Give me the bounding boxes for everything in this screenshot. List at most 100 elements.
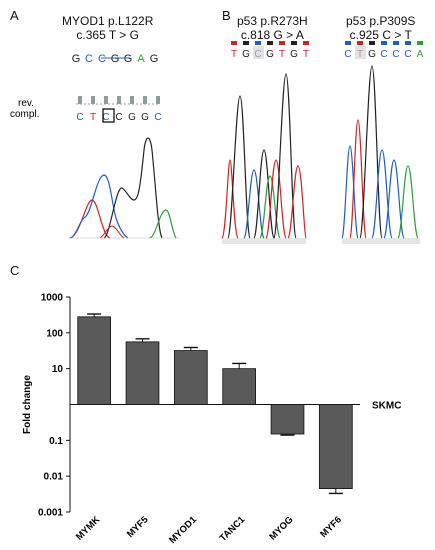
panel-a-seq-base-1: C: [85, 53, 93, 65]
panel-a-seq-base-5: A: [137, 53, 145, 65]
panel-b-right-base-quality-4: [393, 41, 399, 45]
trace-green-1: [149, 209, 177, 239]
y-tick-label-5: 0.001: [38, 508, 63, 519]
panel-b-left-base-quality-1: [243, 41, 249, 45]
b-right-blue-2: [371, 149, 393, 239]
bar-myod1: [173, 350, 208, 405]
panel-a-quality-bar-6: [156, 96, 160, 104]
panel-a-seq-base-2: C: [98, 53, 106, 65]
panel-b-right-trace-floor: [342, 238, 420, 244]
y-axis-label: Fold change: [22, 375, 33, 434]
panel-b-left-bases: TGCGTGT: [231, 49, 309, 60]
y-tick-label-0: 1000: [41, 293, 64, 304]
panel-letter-c: C: [10, 263, 20, 278]
x-label-myog: MYOG: [267, 514, 295, 542]
trace-black-1: [103, 137, 163, 239]
panel-b-left-base-5: G: [290, 49, 298, 60]
panel-b-right-base-quality-5: [405, 41, 411, 45]
bar-chart: 1000 100 10 0.1 0.01 0.001 SKMC Fold change MYM…: [22, 293, 401, 547]
panel-b-right-base-5: C: [404, 49, 411, 60]
panel-b-right-base-3: C: [380, 49, 387, 60]
panel-a-trace-base-2: C: [102, 112, 109, 123]
panel-a-seq-base-3: G: [111, 53, 120, 65]
bar-myog: [270, 404, 305, 435]
bar-mymk: [77, 316, 111, 405]
panel-b-right-base-quality-0: [345, 41, 351, 45]
panel-a-rev-label-1: rev.: [18, 98, 34, 109]
panel-b-right-title-line1: p53 p.P309S: [346, 14, 416, 28]
panel-b-left-base-quality-5: [291, 41, 297, 45]
panel-b-left-base-1: G: [242, 49, 250, 60]
panel-a-seq-base-0: G: [72, 53, 81, 65]
panel-a-quality-bar-5: [143, 96, 147, 104]
y-tick-label-4: 0.01: [44, 472, 64, 483]
panel-b-left-base-quality-2: [255, 41, 261, 45]
panel-b-left-title-line1: p53 p.R273H: [237, 14, 308, 28]
panel-b-right-title-line2: c.925 C > T: [349, 28, 412, 42]
panel-a-rev-label-2: compl.: [10, 109, 39, 120]
panel-b-right-highlight: [355, 46, 366, 59]
panel-b-right-base-quality-2: [369, 41, 375, 45]
panel-a-title-line1: MYOD1 p.L122R: [62, 14, 154, 28]
b-left-black-2: [253, 149, 275, 239]
panel-b-left-base-quality-0: [231, 41, 237, 45]
panel-b-left-base-quality-6: [303, 41, 309, 45]
panel-b-right-base-6: A: [417, 49, 424, 60]
y-tick-label-2: 10: [52, 364, 64, 375]
panel-b-left-base-quality-4: [279, 41, 285, 45]
x-label-tanc1: TANC1: [218, 514, 248, 544]
panel-b-left-title: p53 p.R273H c.818 G > A: [237, 14, 308, 42]
b-left-green-1: [259, 175, 281, 239]
chart-y-axis: 1000 100 10 0.1 0.01 0.001 SKMC Fold change: [22, 293, 401, 519]
panel-a-title-line2: c.365 T > G: [76, 28, 139, 42]
bar-tanc1: [222, 368, 257, 405]
panel-b-left-base-0: T: [231, 49, 237, 60]
panel-a-trace-base-6: C: [154, 112, 161, 123]
b-right-red-1: [349, 119, 367, 239]
panel-letter-a: A: [10, 8, 19, 23]
panel-a-chromatogram: [68, 137, 180, 239]
panel-b-right-base-0: C: [344, 49, 351, 60]
y-tick-label-3: 0.1: [49, 436, 63, 447]
b-left-red-2: [265, 159, 287, 239]
panel-a-seq-base-4: G: [124, 53, 133, 65]
bar-myf6: [318, 404, 353, 489]
panel-b-left-quality: [231, 41, 309, 45]
panel-b-right-base-quality-1: [357, 41, 363, 45]
panel-a-trace-base-1: T: [90, 112, 96, 123]
b-right-black-1: [359, 65, 383, 239]
y-tick-label-1: 100: [46, 328, 63, 339]
x-label-myf6: MYF6: [318, 514, 344, 540]
panel-a-trace-base-0: C: [76, 112, 83, 123]
panel-a-mutation-box: [102, 108, 115, 123]
panel-a-quality-bar-4: [130, 96, 134, 104]
x-label-myod1: MYOD1: [167, 514, 199, 546]
panel-b-left-chromatogram: [221, 73, 307, 244]
panel-a-quality-bar-0: [78, 96, 82, 104]
panel-b-left-title-line2: c.818 G > A: [240, 28, 304, 42]
b-right-green-1: [397, 165, 419, 239]
b-left-red-3: [287, 165, 307, 239]
chart-x-labels: MYMK MYF5 MYOD1 TANC1 MYOG MYF6: [74, 514, 344, 546]
b-left-black-1: [227, 95, 251, 239]
panel-b-right-base-quality-6: [417, 41, 423, 45]
chart-bars: [77, 313, 353, 495]
x-label-mymk: MYMK: [74, 514, 102, 542]
panel-a-quality-bar-2: [104, 96, 108, 104]
b-right-blue-1: [341, 145, 359, 239]
panel-b-left-highlight: [253, 46, 264, 59]
panel-b-left-base-3: G: [266, 49, 274, 60]
panel-a-seq-base-6: G: [150, 53, 159, 65]
panel-a-trace-base-5: G: [141, 112, 149, 123]
b-left-black-3: [273, 73, 297, 239]
baseline-label: SKMC: [372, 401, 401, 412]
trace-red-2: [99, 225, 125, 239]
panel-a-trace-base-3: C: [115, 112, 122, 123]
panel-b-right-chromatogram: [341, 65, 420, 244]
panel-b-right-title: p53 p.P309S c.925 C > T: [346, 14, 415, 42]
panel-b-right-quality: [345, 41, 423, 45]
b-left-blue-1: [243, 169, 265, 239]
